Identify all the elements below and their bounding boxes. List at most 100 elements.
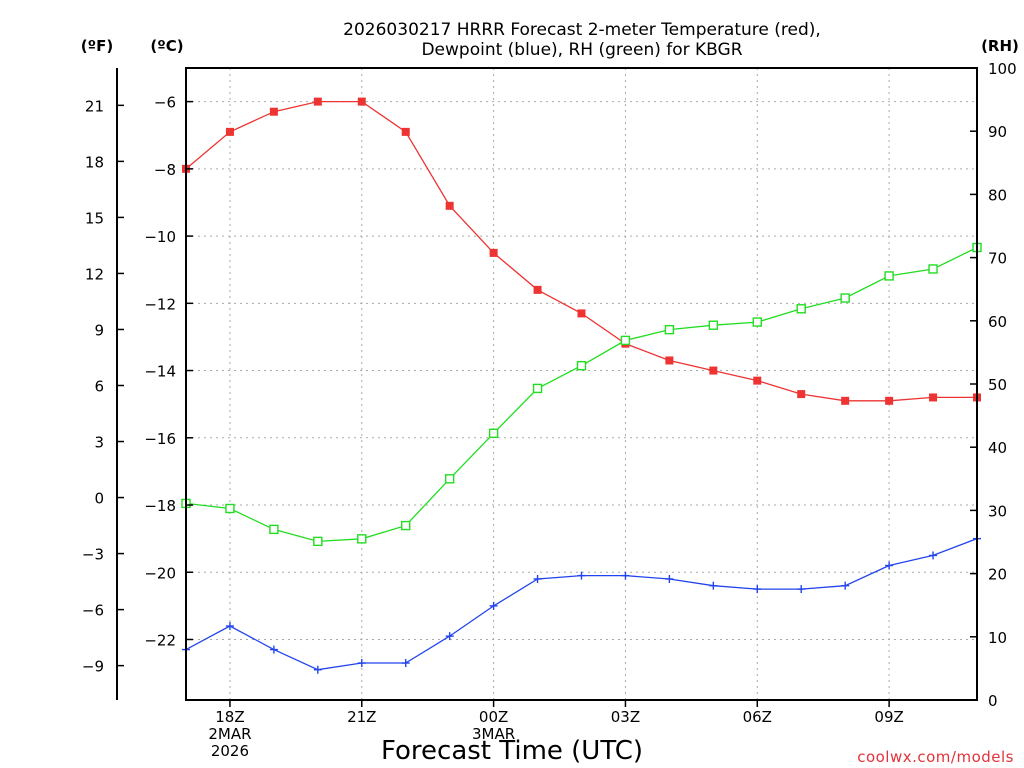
rh-point bbox=[884, 271, 894, 281]
rh-point bbox=[401, 520, 411, 531]
fahrenheit-tick-label: −9 bbox=[82, 658, 104, 676]
rh-point bbox=[225, 503, 235, 514]
temperature-point bbox=[401, 127, 410, 136]
temperature-point bbox=[885, 396, 894, 405]
rh-point bbox=[357, 534, 367, 544]
dewpoint-point bbox=[709, 581, 718, 590]
dewpoint-point bbox=[577, 571, 586, 580]
x-axis-label: Forecast Time (UTC) bbox=[381, 736, 643, 766]
fahrenheit-tick-label: 9 bbox=[94, 321, 104, 339]
temperature-point bbox=[753, 376, 762, 385]
temperature-point bbox=[533, 285, 542, 294]
temperature-point bbox=[445, 201, 454, 210]
x-tick-label: 06Z bbox=[743, 708, 772, 726]
rh-point bbox=[313, 536, 323, 547]
fahrenheit-tick-label: −6 bbox=[82, 602, 104, 620]
dewpoint-point bbox=[753, 585, 762, 594]
fahrenheit-tick-label: 6 bbox=[94, 377, 104, 395]
x-tick-label: 2026 bbox=[211, 742, 249, 760]
rh-tick-label: 30 bbox=[988, 502, 1007, 520]
dewpoint-point bbox=[225, 622, 234, 631]
dewpoint-point bbox=[401, 659, 410, 668]
fahrenheit-tick-label: 21 bbox=[85, 97, 104, 115]
x-tick-label: 21Z bbox=[347, 708, 376, 726]
temperature-point bbox=[357, 97, 366, 106]
rh-point bbox=[620, 335, 631, 346]
fahrenheit-tick-label: 12 bbox=[85, 265, 104, 283]
rh-point bbox=[269, 524, 279, 535]
dewpoint-point bbox=[533, 574, 542, 583]
x-tick-label: 3MAR bbox=[472, 725, 515, 743]
credit-link[interactable]: coolwx.com/models bbox=[857, 748, 1014, 766]
rh-tick-label: 50 bbox=[988, 376, 1007, 394]
temperature-point bbox=[797, 390, 806, 399]
chart-title-line-1: 2026030217 HRRR Forecast 2-meter Tempera… bbox=[343, 20, 821, 40]
x-tick-label: 00Z bbox=[479, 708, 508, 726]
rh-point bbox=[664, 324, 675, 335]
dewpoint-point bbox=[665, 574, 674, 583]
dewpoint-point bbox=[269, 645, 278, 654]
dewpoint-point bbox=[313, 665, 322, 674]
temperature-point bbox=[665, 356, 674, 365]
fahrenheit-unit-label: (ºF) bbox=[81, 37, 113, 55]
celsius-tick-label: −18 bbox=[144, 497, 176, 515]
rh-point bbox=[576, 360, 587, 371]
rh-point bbox=[796, 304, 806, 314]
series-layer bbox=[181, 97, 982, 674]
rh-tick-label: 90 bbox=[988, 123, 1007, 141]
dewpoint-point bbox=[489, 601, 498, 610]
rh-point bbox=[752, 317, 762, 327]
rh-point bbox=[488, 428, 499, 438]
celsius-tick-label: −8 bbox=[154, 161, 176, 179]
celsius-tick-label: −20 bbox=[144, 564, 176, 582]
rh-unit-label: (RH) bbox=[981, 37, 1019, 55]
rh-point bbox=[840, 293, 850, 303]
celsius-tick-label: −12 bbox=[144, 295, 176, 313]
temperature-point bbox=[489, 248, 498, 257]
rh-tick-label: 70 bbox=[988, 250, 1007, 268]
temperature-point bbox=[929, 393, 938, 402]
temperature-point bbox=[709, 366, 718, 375]
rh-tick-label: 40 bbox=[988, 439, 1007, 457]
celsius-tick-label: −16 bbox=[144, 430, 176, 448]
rh-point bbox=[444, 474, 455, 484]
x-tick-label: 2MAR bbox=[208, 725, 251, 743]
temperature-point bbox=[841, 396, 850, 405]
rh-tick-label: 10 bbox=[988, 629, 1007, 647]
rh-tick-label: 80 bbox=[988, 186, 1007, 204]
temperature-point bbox=[577, 309, 586, 318]
rh-tick-label: 0 bbox=[988, 692, 998, 710]
celsius-tick-label: −10 bbox=[144, 228, 176, 246]
x-tick-label: 03Z bbox=[611, 708, 640, 726]
celsius-tick-label: −6 bbox=[154, 94, 176, 112]
rh-tick-label: 100 bbox=[988, 60, 1017, 78]
fahrenheit-tick-label: 3 bbox=[94, 434, 104, 452]
fahrenheit-tick-label: 15 bbox=[85, 209, 104, 227]
dewpoint-point bbox=[445, 632, 454, 641]
dewpoint-point bbox=[797, 585, 806, 594]
rh-tick-label: 60 bbox=[988, 313, 1007, 331]
rh-tick-label: 20 bbox=[988, 566, 1007, 584]
celsius-tick-label: −22 bbox=[144, 631, 176, 649]
x-tick-label: 09Z bbox=[874, 708, 903, 726]
chart-title-line-2: Dewpoint (blue), RH (green) for KBGR bbox=[421, 40, 742, 60]
dewpoint-point bbox=[841, 581, 850, 590]
rh-point bbox=[708, 320, 719, 330]
dewpoint-point bbox=[885, 561, 894, 570]
temperature-point bbox=[313, 97, 322, 106]
dewpoint-point bbox=[357, 659, 366, 668]
temperature-point bbox=[269, 107, 278, 116]
dewpoint-point bbox=[929, 551, 938, 560]
rh-point bbox=[928, 264, 938, 274]
fahrenheit-tick-label: 18 bbox=[85, 153, 104, 171]
fahrenheit-tick-label: 0 bbox=[94, 490, 104, 508]
temperature-point bbox=[225, 127, 234, 136]
rh-point bbox=[532, 383, 543, 394]
celsius-unit-label: (ºC) bbox=[150, 37, 183, 55]
x-tick-label: 18Z bbox=[215, 708, 244, 726]
fahrenheit-tick-label: −3 bbox=[82, 546, 104, 564]
celsius-tick-label: −14 bbox=[144, 363, 176, 381]
